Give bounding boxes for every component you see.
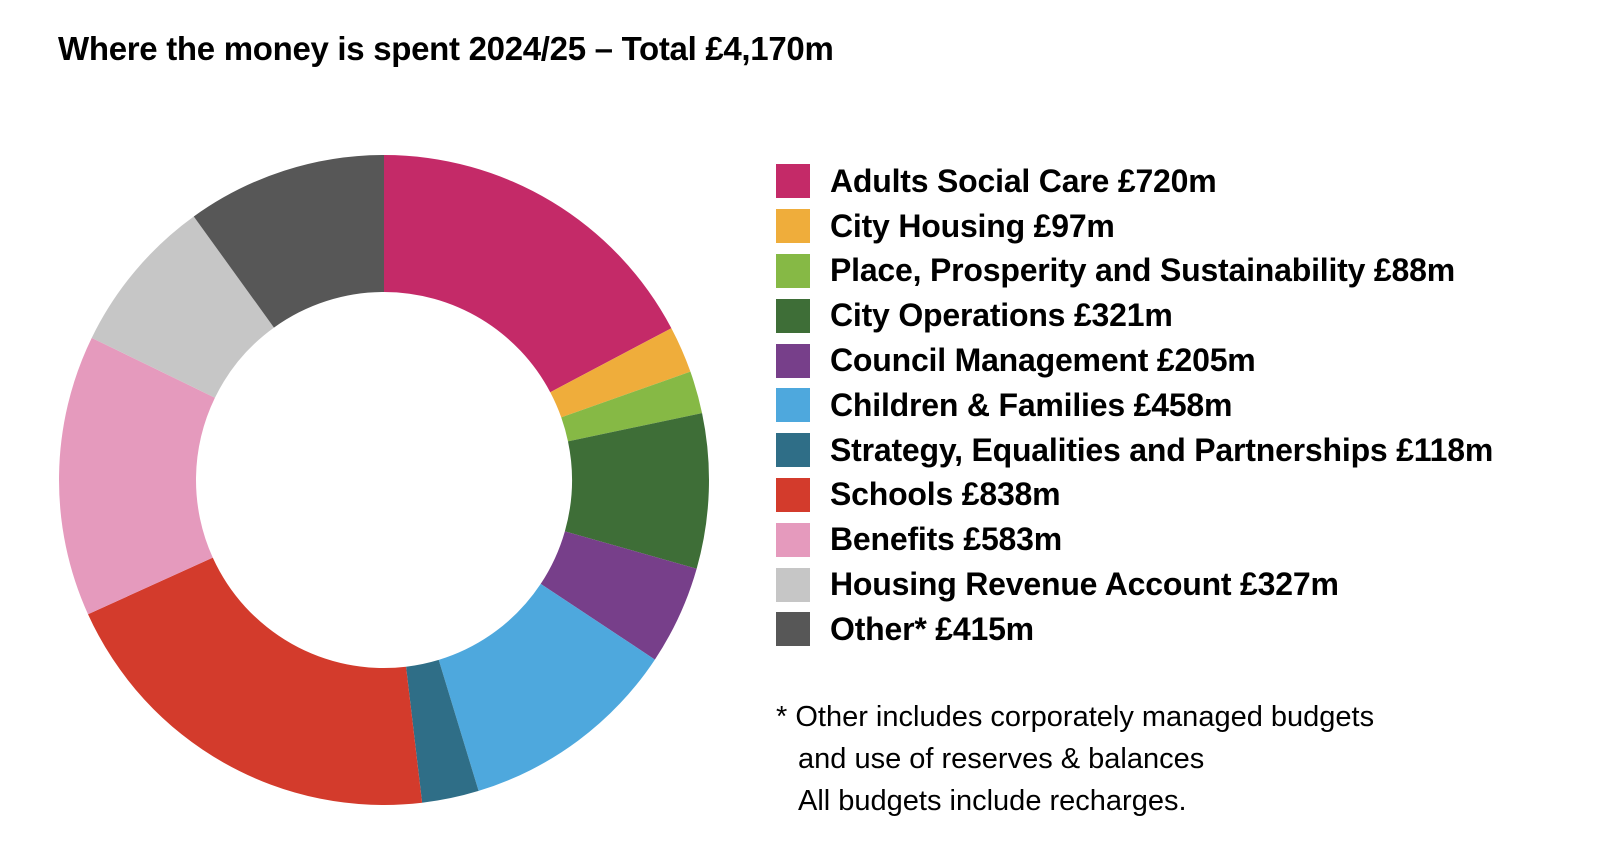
legend-label-10: Other* £415m [830,610,1034,647]
legend-swatch-9 [776,567,810,602]
legend-item-3: City Operations £321m [776,293,1493,338]
legend-label-3: City Operations £321m [830,297,1173,334]
legend-label-6: Strategy, Equalities and Partnerships £1… [830,431,1494,468]
donut-slice-9 [91,216,274,398]
chart-title: Where the money is spent 2024/25 – Total… [58,30,834,67]
legend-item-6: Strategy, Equalities and Partnerships £1… [776,428,1493,473]
legend-item-10: Other* £415m [776,607,1493,652]
legend-label-2: Place, Prosperity and Sustainability £88… [830,252,1455,289]
footnote: * Other includes corporately managed bud… [776,696,1374,822]
legend-item-7: Schools £838m [776,473,1493,518]
donut-slice-4 [540,531,697,660]
donut-slice-1 [550,328,691,418]
legend-label-9: Housing Revenue Account £327m [830,566,1339,603]
legend-swatch-10 [776,612,810,647]
legend-item-8: Benefits £583m [776,517,1493,562]
legend-item-5: Children & Families £458m [776,383,1493,428]
legend-swatch-6 [776,433,810,468]
donut-chart [59,155,709,806]
legend-swatch-3 [776,298,810,333]
legend-label-8: Benefits £583m [830,521,1062,558]
donut-slice-7 [88,557,423,806]
legend-label-1: City Housing £97m [830,207,1115,244]
legend-item-0: Adults Social Care £720m [776,159,1493,204]
legend-swatch-5 [776,388,810,423]
donut-slice-2 [561,371,703,442]
chart-legend: Adults Social Care £720m City Housing £97… [776,159,1493,652]
donut-slice-6 [406,659,479,803]
donut-slice-3 [564,413,709,569]
legend-item-4: Council Management £205m [776,338,1493,383]
legend-item-2: Place, Prosperity and Sustainability £88… [776,249,1493,294]
footnote-line-3: All budgets include recharges. [798,785,1187,817]
legend-swatch-0 [776,164,810,199]
donut-slice-8 [59,337,215,615]
legend-label-5: Children & Families £458m [830,386,1233,423]
donut-slice-0 [384,155,672,393]
legend-swatch-1 [776,209,810,244]
legend-swatch-4 [776,343,810,378]
legend-label-4: Council Management £205m [830,342,1256,379]
legend-swatch-8 [776,522,810,557]
donut-slice-5 [438,583,655,791]
donut-slice-10 [193,155,384,328]
legend-item-1: City Housing £97m [776,204,1493,249]
legend-swatch-7 [776,477,810,512]
footnote-line-1: * Other includes corporately managed bud… [776,701,1375,733]
footnote-line-2: and use of reserves & balances [798,743,1205,775]
legend-swatch-2 [776,253,810,288]
legend-label-7: Schools £838m [830,476,1061,513]
legend-label-0: Adults Social Care £720m [830,162,1217,199]
legend-item-9: Housing Revenue Account £327m [776,562,1493,607]
